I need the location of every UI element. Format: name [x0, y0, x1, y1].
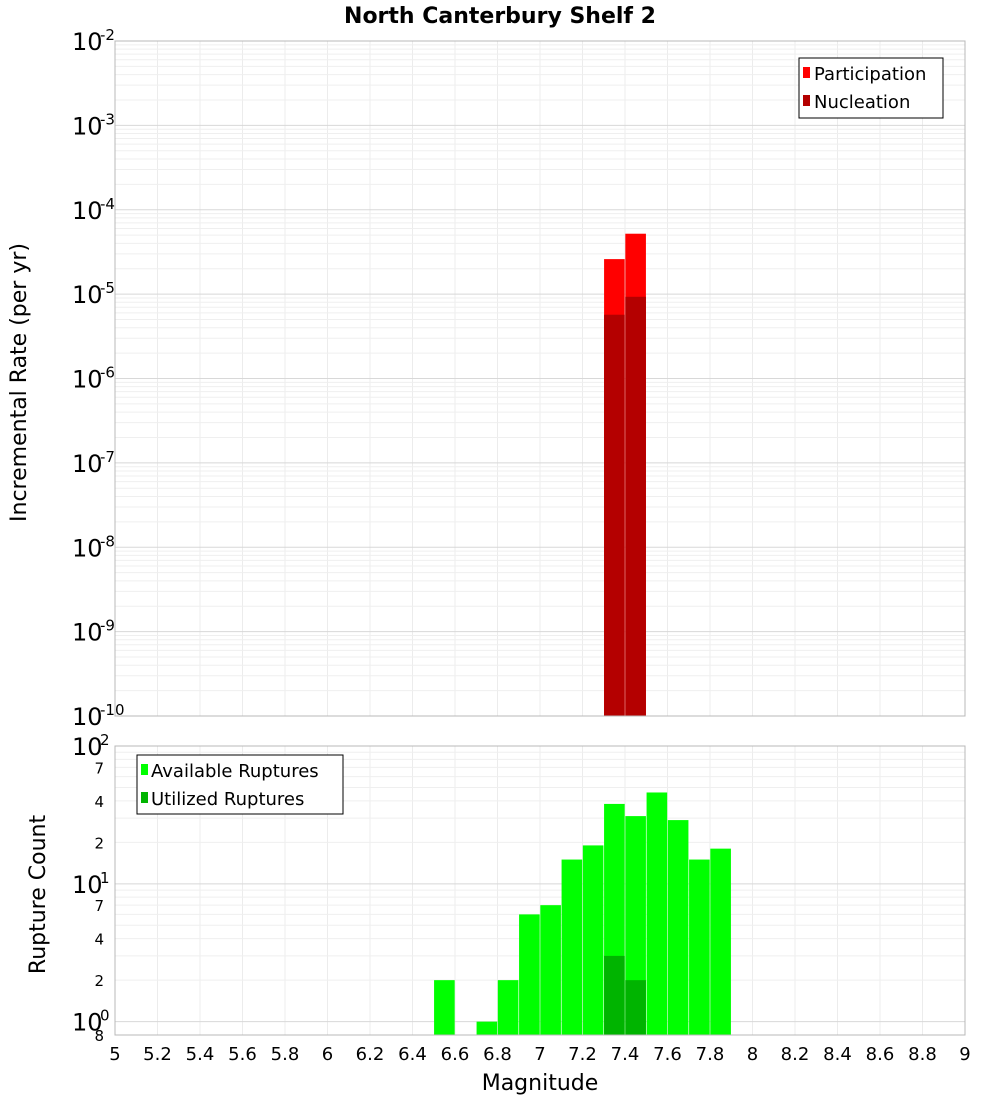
x-tick-label: 7.8: [696, 1044, 725, 1065]
y-tick-exponent: 1: [100, 869, 110, 887]
legend-label-available: Available Ruptures: [151, 761, 319, 782]
x-tick-label: 8: [747, 1044, 758, 1065]
x-tick-label: 5.2: [143, 1044, 172, 1065]
x-tick-label: 6.4: [398, 1044, 427, 1065]
rate-plot-bars: [604, 233, 646, 716]
rate-legend-box: [798, 57, 944, 119]
x-tick-label: 6: [322, 1044, 333, 1065]
utilized-ruptures-bar: [625, 980, 646, 1035]
y-tick-exponent: -3: [100, 110, 115, 128]
y-tick-label: 10: [72, 703, 103, 731]
y-minor-tick-label: 4: [94, 793, 104, 811]
rate-plot-grid: [114, 41, 966, 717]
y-tick-label: 10: [72, 112, 103, 140]
y-tick-label: 10: [72, 197, 103, 225]
x-tick-label: 8.8: [908, 1044, 937, 1065]
y-tick-exponent: -10: [100, 701, 125, 719]
x-tick-label: 6.6: [441, 1044, 470, 1065]
x-tick-label: 5.4: [186, 1044, 215, 1065]
x-tick-label: 6.8: [483, 1044, 512, 1065]
x-tick-label: 5: [109, 1044, 120, 1065]
y-tick-exponent: -9: [100, 617, 115, 635]
y-minor-tick-label: 2: [94, 972, 104, 990]
available-ruptures-bar: [476, 1021, 498, 1035]
y-tick-exponent: -8: [100, 532, 115, 550]
count-x-ticks: 5 5.2 5.4 5.6 5.8 6 6.2 6.4 6.6 6.8 7 7.2 7.4 7.6 7.8 8…: [109, 1044, 970, 1065]
utilized-ruptures-bar: [604, 955, 625, 1035]
y-minor-tick-label: 4: [94, 931, 104, 949]
count-legend-box: [136, 754, 344, 815]
x-tick-label: 6.2: [356, 1044, 385, 1065]
y-tick-label: 10: [72, 733, 103, 761]
legend-label-nucleation: Nucleation: [814, 92, 910, 113]
rate-y-axis-label: Incremental Rate (per yr): [7, 243, 32, 522]
x-tick-label: 7.4: [611, 1044, 640, 1065]
legend-swatch-nucleation: [803, 95, 810, 106]
y-tick-label: 10: [72, 619, 103, 647]
count-y-axis-label: Rupture Count: [26, 815, 51, 975]
x-tick-label: 8.4: [823, 1044, 852, 1065]
y-tick-exponent: -5: [100, 279, 115, 297]
available-ruptures-bar: [667, 820, 689, 1035]
nucleation-bar: [625, 296, 646, 716]
available-ruptures-bar: [561, 859, 583, 1035]
y-tick-exponent: -6: [100, 364, 115, 382]
rate-plot-frame: [114, 40, 966, 717]
available-ruptures-bar: [519, 914, 540, 1035]
available-ruptures-bar: [710, 848, 731, 1035]
y-tick-exponent: -7: [100, 448, 115, 466]
x-axis-label: Magnitude: [482, 1071, 599, 1096]
y-tick-exponent: 2: [100, 731, 110, 749]
y-tick-label: 10: [72, 366, 103, 394]
available-ruptures-bar: [582, 845, 604, 1035]
y-tick-exponent: -4: [100, 195, 115, 213]
y-tick-label: 10: [72, 871, 103, 899]
available-ruptures-bar: [497, 980, 519, 1035]
y-tick-label: 10: [72, 534, 103, 562]
available-ruptures-bar: [434, 980, 455, 1035]
x-tick-label: 9: [959, 1044, 970, 1065]
legend-label-utilized: Utilized Ruptures: [151, 789, 304, 810]
y-minor-tick-label: 2: [94, 834, 104, 852]
nucleation-bar: [604, 314, 625, 716]
rate-legend: Participation Nucleation: [798, 57, 944, 119]
y-tick-exponent: -2: [100, 26, 115, 44]
x-tick-label: 5.6: [228, 1044, 257, 1065]
legend-swatch-available: [141, 764, 148, 775]
legend-swatch-participation: [803, 67, 810, 78]
y-minor-tick-label: 7: [94, 759, 104, 777]
x-tick-label: 8.2: [781, 1044, 810, 1065]
x-tick-label: 5.8: [271, 1044, 300, 1065]
y-minor-tick-label: 7: [94, 897, 104, 915]
x-tick-label: 7: [534, 1044, 545, 1065]
legend-label-participation: Participation: [814, 64, 926, 85]
y-tick-label: 10: [72, 281, 103, 309]
x-tick-label: 8.6: [866, 1044, 895, 1065]
legend-swatch-utilized: [141, 792, 148, 803]
x-tick-label: 7.2: [568, 1044, 597, 1065]
x-tick-label: 7.6: [653, 1044, 682, 1065]
available-ruptures-bar: [646, 792, 668, 1035]
count-legend: Available Ruptures Utilized Ruptures: [136, 754, 344, 815]
y-tick-label: 10: [72, 28, 103, 56]
count-plot-frame: [114, 745, 966, 1036]
y-tick-label: 10: [72, 450, 103, 478]
available-ruptures-bar: [689, 859, 710, 1035]
y-tick-exponent: 0: [100, 1007, 110, 1025]
y-minor-tick-label: 8: [94, 1027, 104, 1045]
y-tick-label: 10: [72, 1009, 103, 1037]
available-ruptures-bar: [540, 905, 561, 1035]
count-plot-bars: [434, 792, 731, 1035]
chart-title: North Canterbury Shelf 2: [344, 4, 656, 29]
